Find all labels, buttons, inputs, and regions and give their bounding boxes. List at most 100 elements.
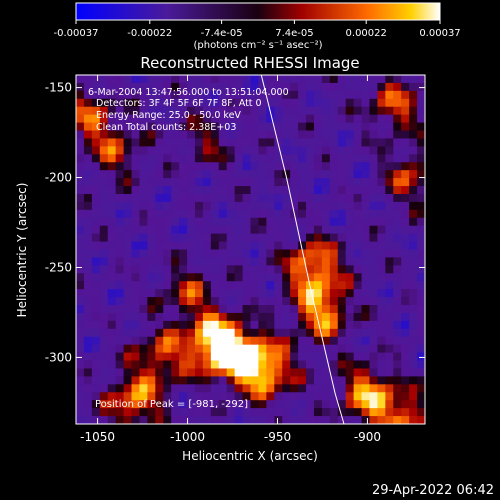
heatmap-cell (187, 416, 196, 424)
heatmap-cell (377, 122, 386, 132)
heatmap-cell (258, 328, 267, 338)
heatmap-cell (409, 297, 418, 306)
heatmap-cell (194, 320, 204, 330)
heatmap-cell (306, 233, 315, 243)
heatmap-cell (202, 154, 212, 163)
heatmap-cell (76, 249, 85, 259)
heatmap-cell (234, 297, 244, 306)
heatmap-cell (298, 130, 307, 140)
heatmap-cell (361, 193, 371, 203)
heatmap-cell (242, 209, 252, 219)
heatmap-cell (266, 170, 275, 179)
heatmap-cell (234, 281, 244, 290)
heatmap-cell (385, 384, 394, 393)
heatmap-cell (385, 416, 394, 424)
heatmap-cell (282, 281, 291, 290)
heatmap-cell (321, 178, 331, 187)
heatmap-cell (202, 201, 212, 211)
heatmap-cell (250, 392, 260, 401)
heatmap-cell (99, 225, 109, 235)
heatmap-cell (290, 193, 299, 203)
heatmap-cell (401, 328, 410, 338)
heatmap-cell (258, 193, 267, 203)
heatmap-cell (107, 297, 117, 306)
heatmap-cell (393, 186, 402, 195)
heatmap-cell (163, 249, 172, 259)
heatmap-cell (353, 265, 363, 274)
heatmap-cell (345, 384, 355, 393)
heatmap-cell (123, 233, 133, 243)
heatmap-cell (218, 154, 228, 163)
heatmap-cell (274, 138, 283, 147)
heatmap-cell (123, 82, 133, 92)
heatmap-cell (250, 336, 260, 346)
heatmap-cell (147, 320, 156, 330)
heatmap-cell (321, 376, 331, 385)
heatmap-cell (369, 130, 379, 140)
heatmap-cell (377, 178, 386, 187)
heatmap-cell (194, 384, 204, 393)
heatmap-cell (171, 106, 180, 116)
heatmap-cell (226, 281, 236, 290)
heatmap-cell (147, 241, 156, 251)
heatmap-cell (377, 305, 386, 314)
heatmap-cell (187, 98, 196, 108)
heatmap-cell (329, 186, 339, 195)
heatmap-cell (187, 376, 196, 385)
heatmap-cell (306, 186, 315, 195)
heatmap-cell (242, 75, 252, 84)
heatmap-cell (187, 360, 196, 370)
heatmap-cell (83, 408, 93, 417)
heatmap-cell (306, 130, 315, 140)
heatmap-cell (361, 328, 371, 338)
heatmap-cell (329, 154, 339, 163)
heatmap-cell (313, 281, 323, 290)
heatmap-cell (329, 201, 339, 211)
heatmap-cell (409, 186, 418, 195)
heatmap-cell (202, 289, 212, 298)
heatmap-cell (218, 312, 228, 322)
heatmap-cell (218, 114, 228, 124)
heatmap-cell (298, 344, 307, 354)
heatmap-cell (187, 289, 196, 298)
heatmap-cell (393, 130, 402, 140)
heatmap-cell (321, 320, 331, 330)
heatmap-cell (234, 225, 244, 235)
heatmap-cell (91, 82, 101, 92)
heatmap-cell (353, 328, 363, 338)
heatmap-cell (385, 130, 394, 140)
heatmap-cell (250, 178, 260, 187)
heatmap-cell (250, 233, 260, 243)
heatmap-cell (353, 336, 363, 346)
heatmap-cell (345, 98, 355, 108)
heatmap-cell (282, 130, 291, 140)
heatmap-cell (163, 233, 172, 243)
heatmap-cell (345, 265, 355, 274)
heatmap-cell (337, 312, 347, 322)
heatmap-cell (76, 193, 85, 203)
heatmap-cell (210, 201, 220, 211)
heatmap-cell (210, 368, 220, 378)
heatmap-cell (194, 336, 204, 346)
heatmap-cell (131, 170, 141, 179)
heatmap-cell (337, 289, 347, 298)
heatmap-cell (210, 233, 220, 243)
heatmap-cell (171, 225, 180, 235)
heatmap-cell (306, 265, 315, 274)
heatmap-cell (123, 193, 133, 203)
heatmap-cell (377, 106, 386, 116)
heatmap-cell (417, 400, 425, 409)
heatmap-cell (242, 130, 252, 140)
heatmap-cell (329, 106, 339, 116)
heatmap-cell (218, 416, 228, 424)
heatmap-cell (250, 162, 260, 171)
heatmap-cell (155, 312, 164, 322)
heatmap-cell (179, 75, 188, 84)
heatmap-cell (409, 408, 418, 417)
heatmap-cell (226, 90, 236, 100)
heatmap-cell (409, 82, 418, 92)
heatmap-cell (361, 400, 371, 409)
heatmap-cell (369, 408, 379, 417)
heatmap-cell (313, 186, 323, 195)
colorbar-tick-label: -0.00022 (127, 28, 172, 39)
